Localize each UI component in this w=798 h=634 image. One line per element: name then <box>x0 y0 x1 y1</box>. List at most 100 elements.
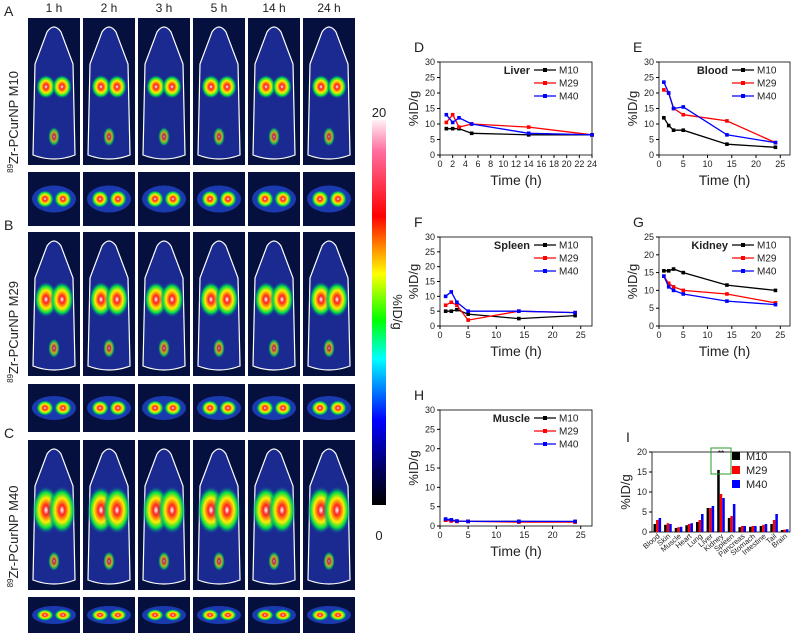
uptake <box>201 74 221 99</box>
bar <box>762 524 765 532</box>
x-tick-label: 20 <box>751 330 761 340</box>
bar <box>669 524 672 532</box>
y-tick-label: 15 <box>425 277 435 287</box>
chart-title: Kidney <box>691 240 729 252</box>
colorbar-label: %ID/g <box>390 294 405 329</box>
uptake <box>219 609 237 621</box>
y-axis-label: %ID/g <box>406 264 421 299</box>
legend-label: M40 <box>757 267 777 278</box>
y-tick-label: 0 <box>642 527 647 537</box>
data-point <box>449 518 454 522</box>
data-point <box>517 309 521 313</box>
y-tick-label: 5 <box>430 502 435 512</box>
y-tick-label: 25 <box>425 424 435 434</box>
data-point <box>666 91 671 95</box>
uptake <box>256 74 276 99</box>
row-label-superscript: 89 <box>6 578 15 587</box>
bar <box>722 498 725 532</box>
uptake <box>103 338 115 359</box>
uptake <box>268 486 296 535</box>
data-point <box>573 310 577 315</box>
bar <box>743 526 747 532</box>
x-tick-label: 22 <box>574 159 584 169</box>
row-label-superscript: 89 <box>6 373 15 382</box>
series-line <box>663 275 776 304</box>
y-tick-label: 10 <box>425 291 435 301</box>
uptake <box>311 400 329 416</box>
uptake <box>91 400 109 416</box>
legend-marker <box>543 81 547 85</box>
data-point <box>671 288 676 293</box>
data-point <box>666 123 671 128</box>
x-tick-label: 10 <box>491 530 501 540</box>
bar <box>730 516 733 532</box>
uptake <box>323 486 351 535</box>
x-tick-label: 18 <box>549 159 559 169</box>
data-point <box>725 283 729 287</box>
uptake <box>256 400 274 416</box>
bar <box>727 518 731 532</box>
bar <box>719 494 723 532</box>
uptake <box>107 74 127 99</box>
y-tick-label: 25 <box>425 73 435 83</box>
data-point <box>666 285 671 289</box>
data-point <box>466 312 470 316</box>
time-label: 24 h <box>317 1 340 15</box>
legend-marker <box>741 81 745 85</box>
data-point <box>450 112 455 117</box>
uptake <box>36 190 54 208</box>
x-tick-label: 0 <box>656 330 661 340</box>
y-tick-label: 30 <box>425 232 435 242</box>
bar <box>687 524 691 532</box>
x-tick-label: 25 <box>775 330 785 340</box>
uptake <box>256 190 274 208</box>
uptake <box>146 400 164 416</box>
data-point <box>725 292 729 296</box>
uptake <box>91 609 109 621</box>
legend-label: M29 <box>559 254 579 265</box>
legend-marker <box>741 68 745 72</box>
data-point <box>455 519 459 523</box>
legend-marker <box>543 416 547 420</box>
uptake <box>268 338 280 359</box>
chart-title: Muscle <box>493 413 530 425</box>
y-tick-label: 25 <box>644 73 654 83</box>
uptake <box>50 281 74 318</box>
panel-label: B <box>4 217 13 233</box>
panel-label: C <box>4 425 14 441</box>
x-axis-label: Time (h) <box>490 172 542 188</box>
data-point <box>671 267 676 271</box>
data-point <box>773 140 778 145</box>
bar <box>666 523 670 532</box>
y-axis-label: %ID/g <box>618 474 633 509</box>
x-tick-label: 5 <box>681 330 686 340</box>
bar <box>772 520 776 532</box>
panel-label: A <box>4 3 14 19</box>
uptake <box>323 551 335 572</box>
bar <box>695 522 699 532</box>
y-tick-label: 15 <box>425 104 435 114</box>
row-label-text: Zr-PCurNP M29 <box>6 281 21 374</box>
y-tick-label: 30 <box>425 405 435 415</box>
y-tick-label: 10 <box>644 285 654 295</box>
annotation: ** <box>718 449 724 458</box>
data-point <box>671 128 676 132</box>
bar <box>690 523 693 532</box>
time-label: 3 h <box>156 1 173 15</box>
uptake <box>146 190 164 208</box>
y-tick-label: 5 <box>430 135 435 145</box>
y-tick-label: 10 <box>637 487 647 497</box>
uptake <box>146 609 164 621</box>
y-tick-label: 25 <box>644 232 654 242</box>
x-tick-label: 0 <box>656 159 661 169</box>
legend-marker <box>543 68 547 72</box>
uptake <box>36 400 54 416</box>
data-point <box>773 145 778 150</box>
legend-label: M10 <box>757 241 777 252</box>
x-axis-label: Time (h) <box>490 543 542 559</box>
y-tick-label: 5 <box>649 135 654 145</box>
bar <box>653 524 657 532</box>
y-tick-label: 0 <box>430 321 435 331</box>
data-point <box>443 294 448 299</box>
